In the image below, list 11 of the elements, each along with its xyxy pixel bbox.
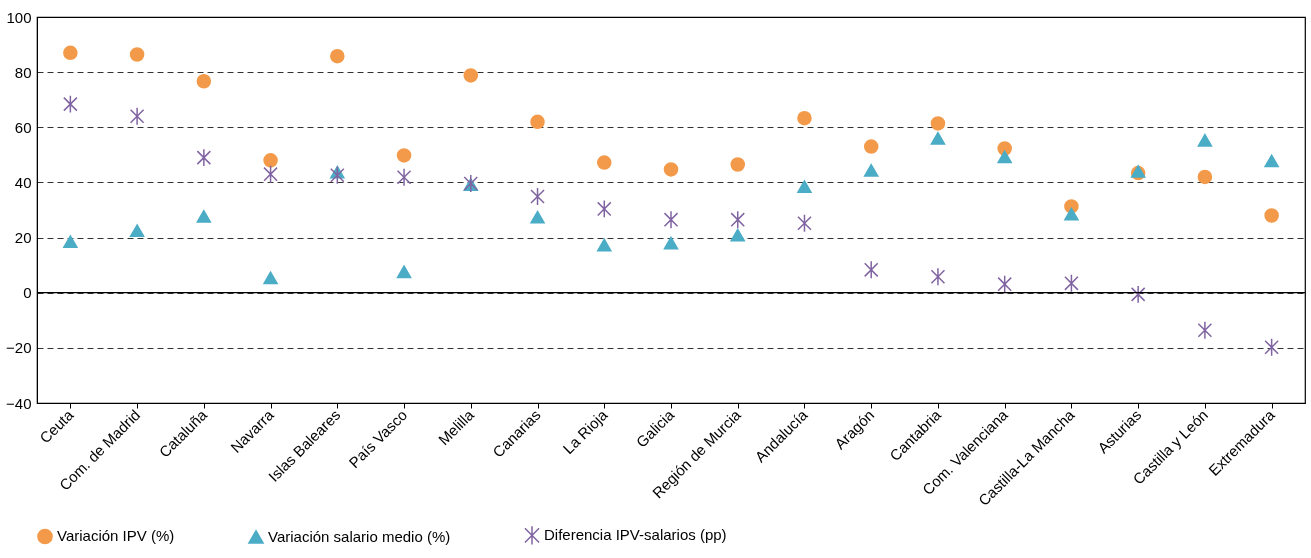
legend-label: Variación IPV (%) — [57, 527, 175, 545]
legend-label: Variación salario medio (%) — [268, 527, 451, 545]
y-tick-label: −20 — [6, 339, 32, 357]
y-tick-label: 20 — [14, 229, 32, 247]
y-tick-label: 60 — [14, 118, 32, 136]
y-tick-label: 80 — [14, 63, 32, 81]
y-tick-label: 100 — [6, 8, 32, 26]
legend-label: Diferencia IPV-salarios (pp) — [544, 526, 727, 544]
y-tick-label: 0 — [23, 284, 32, 302]
y-tick-label: 40 — [14, 173, 32, 191]
y-tick-label: −40 — [6, 394, 32, 412]
